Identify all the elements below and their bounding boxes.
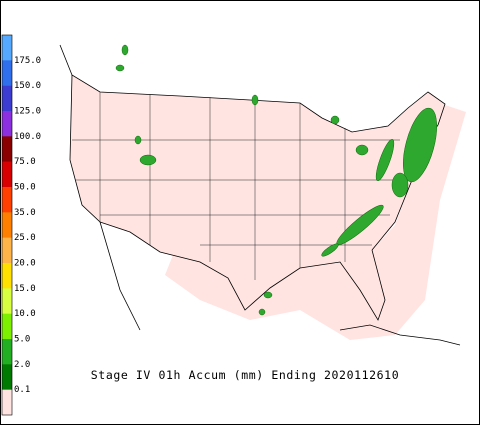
legend-swatch	[2, 85, 12, 112]
legend-label: 100.0	[14, 132, 41, 142]
legend-swatch	[2, 288, 12, 314]
southern-border	[99, 221, 386, 321]
legend-label: 0.1	[14, 385, 30, 395]
legend-label: 25.0	[14, 233, 36, 243]
rain-area	[263, 291, 273, 299]
legend-label: 35.0	[14, 208, 36, 218]
legend-swatch	[2, 35, 12, 61]
legend-swatch	[2, 237, 12, 264]
legend-swatch	[2, 389, 12, 416]
rain-area	[121, 44, 129, 56]
legend-label: 10.0	[14, 309, 36, 319]
legend-swatch	[2, 60, 12, 86]
legend: 175.0 150.0 125.0 100.0 75.0 50.0 35.0 25.0 20.0…	[1, 34, 41, 416]
legend-label: 50.0	[14, 183, 36, 193]
rain-area	[115, 64, 125, 72]
legend-label: 5.0	[14, 335, 30, 345]
legend-label: 15.0	[14, 284, 36, 294]
map	[59, 44, 466, 346]
rain-area	[375, 139, 395, 181]
west-coast	[69, 74, 141, 331]
rain-area	[251, 94, 259, 106]
legend-label: 125.0	[14, 107, 41, 117]
rain-area	[134, 135, 142, 145]
rain-area	[391, 172, 409, 198]
rain-area	[139, 154, 157, 166]
rain-area	[330, 115, 340, 125]
legend-swatch	[2, 339, 12, 365]
legend-swatch	[2, 263, 12, 289]
legend-label: 2.0	[14, 360, 30, 370]
legend-swatch	[2, 364, 12, 390]
legend-swatch	[2, 111, 12, 137]
rain-area	[403, 107, 437, 183]
precipitation	[115, 44, 437, 316]
caption: Stage IV 01h Accum (mm) Ending 202011261…	[91, 368, 399, 382]
legend-label: 150.0	[14, 81, 41, 91]
legend-label: 75.0	[14, 157, 36, 167]
conus	[70, 75, 445, 320]
legend-outline	[1, 34, 13, 416]
caribbean	[339, 324, 461, 346]
rain-area	[321, 243, 339, 257]
legend-swatch	[2, 136, 12, 162]
rain-area	[355, 144, 369, 156]
legend-label: 175.0	[14, 56, 41, 66]
legend-swatch	[2, 212, 12, 238]
state-lines	[72, 92, 410, 280]
legend-swatch	[2, 161, 12, 188]
rain-area	[258, 308, 266, 316]
legend-swatch	[2, 313, 12, 340]
legend-swatch	[2, 187, 12, 213]
legend-label: 20.0	[14, 259, 36, 269]
